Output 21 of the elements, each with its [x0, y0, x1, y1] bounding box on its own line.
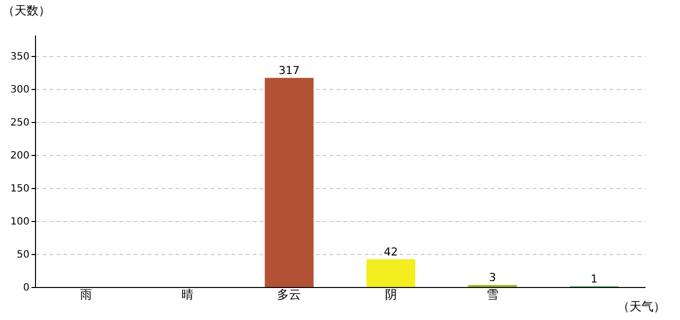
y-axis-title: （天数） [2, 4, 50, 18]
y-tick-label: 150 [10, 184, 30, 195]
x-tick-label: 多云 [277, 288, 302, 302]
bar [366, 259, 416, 287]
y-tick-label: 300 [10, 84, 30, 96]
data-label: 3 [489, 271, 496, 284]
y-tick-label: 200 [10, 150, 30, 162]
data-label: 42 [384, 245, 398, 258]
y-tick-label: 250 [10, 118, 30, 129]
y-tick-label: 100 [10, 216, 30, 228]
y-tick-label: 0 [23, 282, 30, 294]
x-axis-title: （天气） [618, 300, 666, 314]
y-tick-label: 350 [10, 52, 30, 63]
data-label: 1 [590, 272, 598, 286]
bar [264, 78, 314, 287]
y-tick-label: 50 [16, 250, 30, 261]
x-tick-label: 阴 [384, 288, 397, 302]
x-tick-label: 晴 [182, 288, 194, 302]
x-tick-label: 雨 [80, 288, 92, 302]
x-tick-label: 雪 [486, 288, 498, 302]
data-label: 317 [278, 64, 300, 77]
